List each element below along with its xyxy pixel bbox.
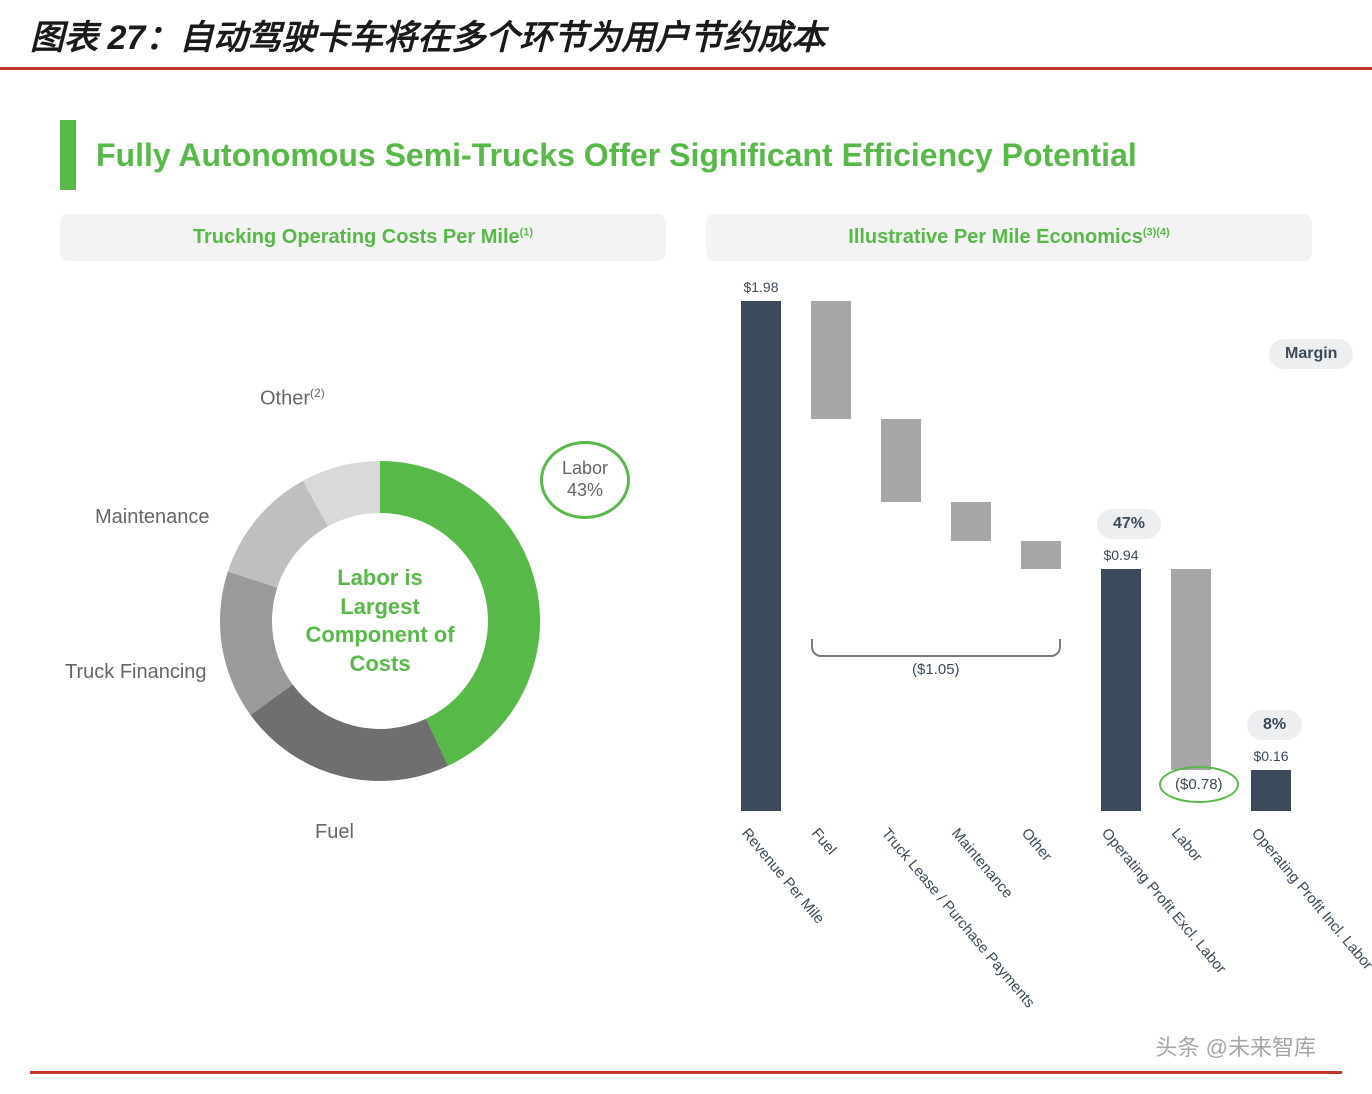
wf-axis-maint: Maintenance bbox=[948, 825, 1016, 902]
wf-circleval-labor: ($0.78) bbox=[1159, 766, 1239, 803]
subtitle-row: Trucking Operating Costs Per Mile(1) Ill… bbox=[60, 214, 1312, 261]
main-title: Fully Autonomous Semi-Trucks Offer Signi… bbox=[96, 137, 1137, 174]
subtitle-right: Illustrative Per Mile Economics(3)(4) bbox=[706, 214, 1312, 261]
page-title: 图表 27：自动驾驶卡车将在多个环节为用户节约成本 bbox=[30, 10, 1342, 59]
wf-pill-op_excl: 47% bbox=[1097, 509, 1161, 539]
wf-axis-fuel: Fuel bbox=[808, 825, 840, 858]
main-title-row: Fully Autonomous Semi-Trucks Offer Signi… bbox=[60, 120, 1312, 190]
subtitle-left-sup: (1) bbox=[520, 226, 533, 238]
wf-bar-other bbox=[1021, 541, 1061, 569]
wf-bar-labor bbox=[1171, 569, 1211, 770]
donut-segment-fuel bbox=[251, 684, 449, 781]
subtitle-right-sup: (3)(4) bbox=[1143, 226, 1170, 238]
wf-axis-lease: Truck Lease / Purchase Payments bbox=[878, 825, 1038, 1011]
charts-row: Labor is Largest Component of Costs Fuel… bbox=[60, 281, 1312, 1001]
wf-bracket-label: ($1.05) bbox=[912, 661, 960, 678]
accent-bar bbox=[60, 120, 76, 190]
margin-pill: Margin bbox=[1269, 339, 1353, 369]
wf-value-op_incl: $0.16 bbox=[1241, 748, 1301, 764]
wf-bracket bbox=[811, 639, 1061, 657]
wf-axis-labor: Labor bbox=[1168, 825, 1206, 865]
wf-pill-op_incl: 8% bbox=[1247, 710, 1302, 740]
subtitle-left: Trucking Operating Costs Per Mile(1) bbox=[60, 214, 666, 261]
watermark: 头条 @未来智库 bbox=[1150, 1028, 1322, 1064]
subtitle-right-text: Illustrative Per Mile Economics bbox=[848, 226, 1143, 248]
bottom-rule bbox=[30, 1071, 1342, 1074]
wf-bar-op_incl bbox=[1251, 770, 1291, 811]
donut-wrap: Labor is Largest Component of Costs bbox=[220, 461, 540, 781]
wf-bar-op_excl bbox=[1101, 569, 1141, 811]
wf-value-revenue: $1.98 bbox=[731, 279, 791, 295]
donut-label-other: Other(2) bbox=[260, 386, 325, 411]
wf-value-op_excl: $0.94 bbox=[1091, 547, 1151, 563]
wf-axis-other: Other bbox=[1018, 825, 1055, 865]
subtitle-left-text: Trucking Operating Costs Per Mile bbox=[193, 226, 520, 248]
margin-pill-text: Margin bbox=[1285, 345, 1337, 362]
donut-panel: Labor is Largest Component of Costs Fuel… bbox=[60, 281, 671, 1001]
wf-bar-lease bbox=[881, 419, 921, 501]
donut-label-fuel: Fuel bbox=[315, 821, 354, 844]
waterfall-panel: Margin $1.98Revenue Per MileFuelTruck Le… bbox=[701, 281, 1312, 1001]
labor-callout-line1: Labor bbox=[562, 458, 608, 480]
donut-center-text: Labor is Largest Component of Costs bbox=[295, 564, 465, 678]
waterfall-area: Margin $1.98Revenue Per MileFuelTruck Le… bbox=[711, 291, 1331, 871]
wf-axis-op_excl: Operating Profit Excl. Labor bbox=[1098, 825, 1229, 977]
wf-axis-op_incl: Operating Profit Incl. Labor bbox=[1248, 825, 1372, 973]
labor-callout: Labor 43% bbox=[540, 441, 630, 519]
wf-bar-revenue bbox=[741, 301, 781, 811]
donut-label-truck-financing: Truck Financing bbox=[65, 661, 207, 684]
chart-container: Fully Autonomous Semi-Trucks Offer Signi… bbox=[40, 100, 1332, 1011]
wf-bar-fuel bbox=[811, 301, 851, 419]
wf-bar-maint bbox=[951, 502, 991, 541]
labor-callout-line2: 43% bbox=[567, 480, 603, 502]
donut-label-maintenance: Maintenance bbox=[95, 506, 210, 529]
page-title-bar: 图表 27：自动驾驶卡车将在多个环节为用户节约成本 bbox=[0, 0, 1372, 70]
